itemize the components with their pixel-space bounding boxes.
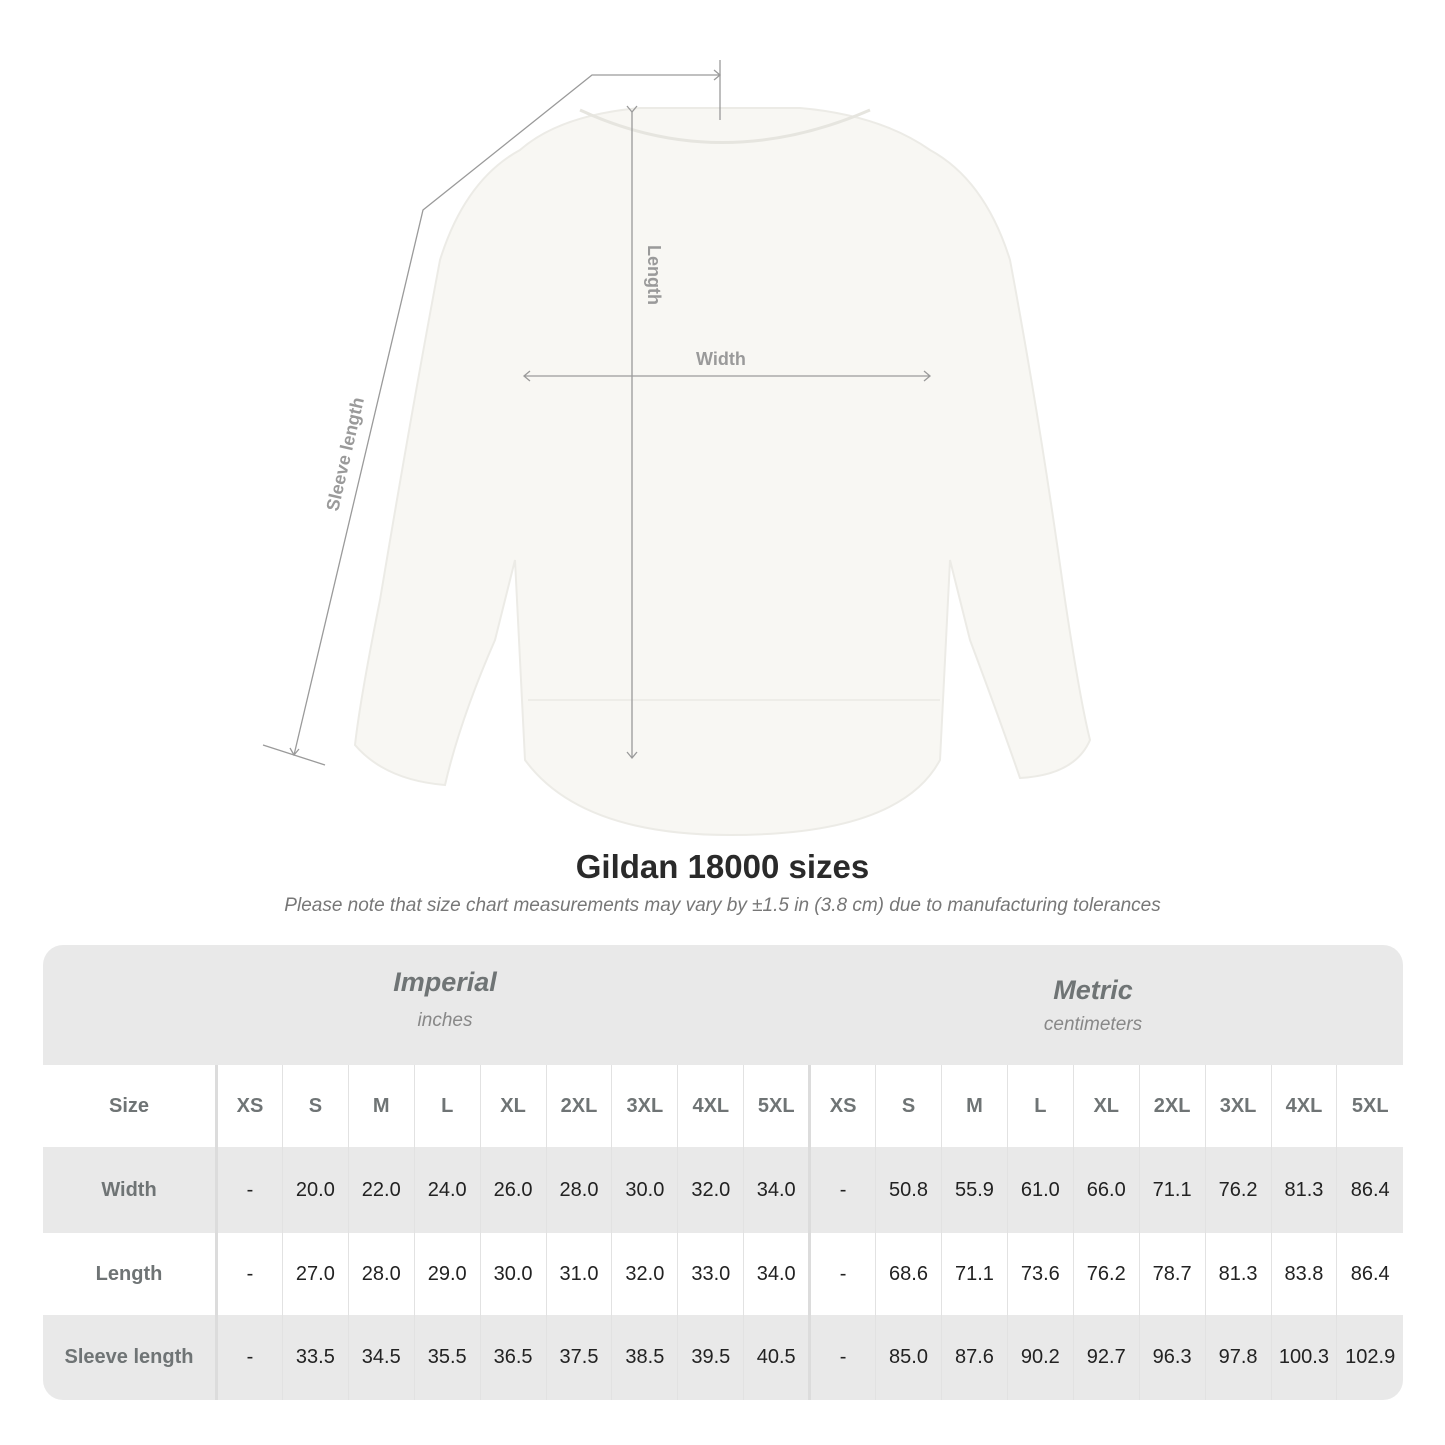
imperial-value: 34.0 bbox=[743, 1233, 810, 1315]
imperial-value: 33.0 bbox=[677, 1233, 744, 1315]
imperial-value: 30.0 bbox=[611, 1147, 678, 1233]
width-label: Width bbox=[696, 349, 746, 369]
size-table: Imperial inches Metric centimeters Size X… bbox=[43, 945, 1403, 1400]
imperial-value: 29.0 bbox=[413, 1233, 481, 1315]
imperial-value: 35.5 bbox=[413, 1315, 481, 1400]
imperial-value: 32.0 bbox=[677, 1147, 744, 1233]
table-row: Length -27.0 28.0 29.0 30.0 31.0 32.0 33.0 34.0-… bbox=[43, 1233, 1403, 1315]
length-label: Length bbox=[644, 245, 664, 305]
metric-size-5XL: 5XL bbox=[1336, 1065, 1403, 1147]
imperial-value: 24.0 bbox=[413, 1147, 481, 1233]
imperial-value: 34.5 bbox=[347, 1315, 415, 1400]
metric-size-L: L bbox=[1006, 1065, 1074, 1147]
metric-value: 68.6 bbox=[875, 1233, 942, 1315]
metric-header: Metric centimeters bbox=[863, 975, 1323, 1036]
imperial-value: 34.0 bbox=[743, 1147, 810, 1233]
metric-unit: centimeters bbox=[1043, 1014, 1143, 1035]
metric-value: 81.3 bbox=[1204, 1233, 1271, 1315]
table-row: Sleeve length -33.5 34.5 35.5 36.5 37.5 38.5 39… bbox=[43, 1315, 1403, 1400]
metric-value: 100.3 bbox=[1270, 1315, 1337, 1400]
imperial-value: - bbox=[216, 1233, 283, 1315]
imperial-size-2XL: 2XL bbox=[545, 1065, 612, 1147]
metric-value: - bbox=[808, 1147, 876, 1233]
imperial-value: 28.0 bbox=[347, 1233, 415, 1315]
imperial-value: 37.5 bbox=[545, 1315, 612, 1400]
metric-value: 76.2 bbox=[1072, 1233, 1140, 1315]
imperial-value: 38.5 bbox=[611, 1315, 678, 1400]
imperial-value: 36.5 bbox=[479, 1315, 547, 1400]
metric-value: 73.6 bbox=[1006, 1233, 1074, 1315]
row-label: Length bbox=[43, 1233, 218, 1315]
page-title: Gildan 18000 sizes bbox=[575, 848, 870, 885]
metric-value: 61.0 bbox=[1006, 1147, 1074, 1233]
metric-value: 81.3 bbox=[1270, 1147, 1337, 1233]
metric-value: - bbox=[808, 1233, 876, 1315]
metric-size-3XL: 3XL bbox=[1204, 1065, 1271, 1147]
metric-value: 87.6 bbox=[940, 1315, 1008, 1400]
imperial-title: Imperial bbox=[393, 967, 497, 997]
metric-value: 71.1 bbox=[1138, 1147, 1206, 1233]
imperial-value: 27.0 bbox=[281, 1233, 349, 1315]
metric-value: 86.4 bbox=[1336, 1147, 1403, 1233]
imperial-value: 30.0 bbox=[479, 1233, 547, 1315]
metric-value: 83.8 bbox=[1270, 1233, 1337, 1315]
metric-size-4XL: 4XL bbox=[1270, 1065, 1337, 1147]
imperial-value: 40.5 bbox=[743, 1315, 810, 1400]
metric-size-2XL: 2XL bbox=[1138, 1065, 1206, 1147]
sleeve-length-label: Sleeve length bbox=[322, 395, 368, 513]
imperial-value: - bbox=[216, 1147, 283, 1233]
metric-value: 71.1 bbox=[940, 1233, 1008, 1315]
imperial-size-XL: XL bbox=[479, 1065, 547, 1147]
sweatshirt-image bbox=[353, 107, 1092, 837]
imperial-size-L: L bbox=[413, 1065, 481, 1147]
metric-value: 102.9 bbox=[1336, 1315, 1403, 1400]
imperial-unit: inches bbox=[417, 1010, 473, 1031]
imperial-value: 32.0 bbox=[611, 1233, 678, 1315]
metric-title: Metric bbox=[1053, 975, 1133, 1005]
imperial-size-M: M bbox=[347, 1065, 415, 1147]
table-row: Width -20.0 22.0 24.0 26.0 28.0 30.0 32.0 34.0-5… bbox=[43, 1147, 1403, 1233]
imperial-value: 22.0 bbox=[347, 1147, 415, 1233]
metric-value: 86.4 bbox=[1336, 1233, 1403, 1315]
metric-value: 96.3 bbox=[1138, 1315, 1206, 1400]
imperial-value: - bbox=[216, 1315, 283, 1400]
metric-size-S: S bbox=[875, 1065, 942, 1147]
metric-value: 76.2 bbox=[1204, 1147, 1271, 1233]
imperial-value: 39.5 bbox=[677, 1315, 744, 1400]
imperial-size-5XL: 5XL bbox=[743, 1065, 810, 1147]
imperial-value: 26.0 bbox=[479, 1147, 547, 1233]
row-header: Size bbox=[43, 1065, 218, 1147]
metric-value: 92.7 bbox=[1072, 1315, 1140, 1400]
metric-value: 66.0 bbox=[1072, 1147, 1140, 1233]
imperial-header: Imperial inches bbox=[215, 967, 675, 1032]
imperial-value: 28.0 bbox=[545, 1147, 612, 1233]
row-label: Width bbox=[43, 1147, 218, 1233]
imperial-size-S: S bbox=[281, 1065, 349, 1147]
tolerance-note: Please note that size chart measurements… bbox=[284, 895, 1161, 916]
metric-value: 50.8 bbox=[875, 1147, 942, 1233]
size-grid: Size XS S M L XL 2XL 3XL 4XL 5XL XS S M L XL 2XL 3XL 4XL 5… bbox=[43, 1065, 1403, 1400]
metric-size-M: M bbox=[940, 1065, 1008, 1147]
size-header-row: Size XS S M L XL 2XL 3XL 4XL 5XL XS S M L XL 2XL 3XL 4XL 5… bbox=[43, 1065, 1403, 1147]
metric-value: 78.7 bbox=[1138, 1233, 1206, 1315]
imperial-value: 20.0 bbox=[281, 1147, 349, 1233]
sweatshirt-diagram: Length Width Sleeve length bbox=[262, 60, 1092, 837]
metric-value: 85.0 bbox=[875, 1315, 942, 1400]
imperial-size-3XL: 3XL bbox=[611, 1065, 678, 1147]
imperial-size-4XL: 4XL bbox=[677, 1065, 744, 1147]
row-label: Sleeve length bbox=[43, 1315, 218, 1400]
imperial-size-XS: XS bbox=[216, 1065, 283, 1147]
metric-size-XS: XS bbox=[808, 1065, 876, 1147]
imperial-value: 31.0 bbox=[545, 1233, 612, 1315]
imperial-value: 33.5 bbox=[281, 1315, 349, 1400]
metric-value: 90.2 bbox=[1006, 1315, 1074, 1400]
unit-header: Imperial inches Metric centimeters bbox=[43, 945, 1403, 1065]
metric-size-XL: XL bbox=[1072, 1065, 1140, 1147]
metric-value: 55.9 bbox=[940, 1147, 1008, 1233]
metric-value: 97.8 bbox=[1204, 1315, 1271, 1400]
metric-value: - bbox=[808, 1315, 876, 1400]
